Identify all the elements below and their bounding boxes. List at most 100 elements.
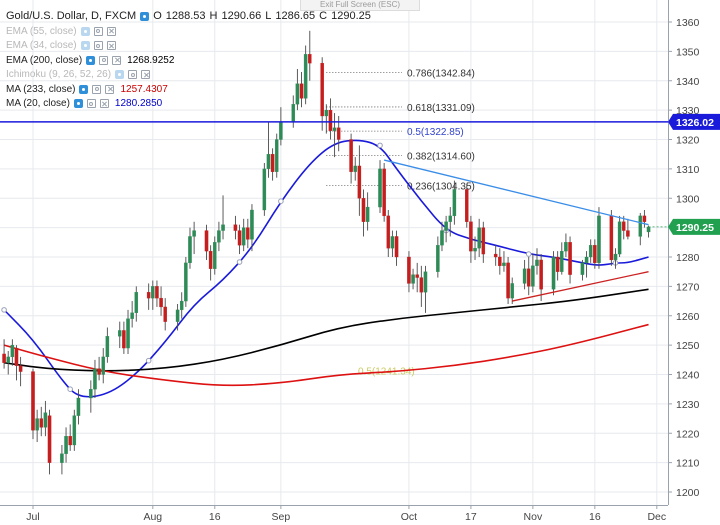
eye-icon[interactable] <box>80 41 90 51</box>
candle-body <box>279 121 283 140</box>
indicator-row[interactable]: EMA (200, close) 1268.9252 <box>6 53 371 68</box>
y-tick-label: 1270 <box>676 281 700 293</box>
moving-average-line <box>3 288 649 372</box>
moving-average-line <box>3 139 649 398</box>
candle-body <box>444 221 448 231</box>
y-tick-label: 1230 <box>676 399 700 411</box>
fib-level-label: 0.618(1331.09) <box>407 103 475 114</box>
symbol-title[interactable]: Gold/U.S. Dollar, D, FXCM <box>6 10 137 22</box>
candle-body <box>436 245 440 272</box>
candle-body <box>308 54 312 64</box>
candle-body <box>539 259 543 290</box>
gear-icon[interactable] <box>128 70 138 80</box>
y-tick-label: 1260 <box>676 311 700 323</box>
close-icon[interactable] <box>106 41 116 51</box>
candle-body <box>638 215 643 237</box>
candle-body <box>237 230 242 246</box>
candle-body <box>423 271 428 293</box>
candle-body <box>535 259 539 266</box>
candle-body <box>320 62 324 117</box>
y-tick-label: 1360 <box>676 17 700 29</box>
candle-body <box>76 397 81 416</box>
candle-body <box>626 230 630 237</box>
x-tick-label: Nov <box>524 511 543 523</box>
candle-body <box>175 309 180 322</box>
candle-body <box>332 127 337 131</box>
candle-body <box>262 168 267 211</box>
eye-icon[interactable] <box>73 99 83 109</box>
candle-body <box>584 256 589 264</box>
candle-body <box>593 245 597 264</box>
y-tick-label: 1250 <box>676 340 700 352</box>
indicator-row[interactable]: MA (233, close) 1257.4307 <box>6 82 371 97</box>
ohlc-close: 1290.25 <box>331 10 371 22</box>
gear-icon[interactable] <box>93 41 103 51</box>
ma-marker <box>236 259 243 265</box>
y-tick-label: 1310 <box>676 164 700 176</box>
candle-body <box>93 368 97 390</box>
indicator-row[interactable]: EMA (34, close) <box>6 39 371 54</box>
candle-body <box>407 256 411 284</box>
candle-body <box>241 227 246 246</box>
candle-body <box>353 165 357 172</box>
candle-body <box>295 83 300 105</box>
gear-icon[interactable] <box>86 99 96 109</box>
candle-body <box>299 83 304 99</box>
candle-body <box>394 236 399 258</box>
x-tick-label: Jul <box>26 511 39 523</box>
exit-fullscreen-button[interactable]: Exit Full Screen (ESC) <box>300 0 420 11</box>
eye-icon[interactable] <box>115 70 125 80</box>
candle-body <box>361 198 366 222</box>
candle-body <box>481 227 486 255</box>
close-icon[interactable] <box>99 99 109 109</box>
close-icon[interactable] <box>112 55 122 65</box>
candle-body <box>469 221 473 252</box>
gear-icon[interactable] <box>93 26 103 36</box>
indicator-value: 1280.2850 <box>114 98 163 110</box>
candle-body <box>18 365 23 372</box>
y-tick-label: 1300 <box>676 193 700 205</box>
candle-body <box>324 109 329 117</box>
candle-body <box>68 436 72 446</box>
indicator-label: MA (233, close) <box>6 83 76 95</box>
candle-body <box>47 415 52 463</box>
candle-body <box>526 268 531 287</box>
x-tick-label: Oct <box>401 511 417 523</box>
candle-body <box>465 189 469 222</box>
close-icon[interactable] <box>106 26 116 36</box>
eye-icon[interactable] <box>80 26 90 36</box>
candle-body <box>502 262 506 266</box>
candle-body <box>328 109 333 131</box>
candle-body <box>14 347 19 366</box>
candle-body <box>43 412 48 428</box>
gear-icon[interactable] <box>92 84 102 94</box>
x-tick-label: 16 <box>589 511 601 523</box>
candle-body <box>146 292 151 299</box>
close-icon[interactable] <box>141 70 151 80</box>
ohlc-open-key: O <box>153 10 162 22</box>
indicator-row[interactable]: MA (20, close) 1280.2850 <box>6 97 371 112</box>
eye-icon[interactable] <box>140 11 150 21</box>
close-icon[interactable] <box>105 84 115 94</box>
ohlc-low-key: L <box>265 10 272 22</box>
candle-body <box>617 221 622 255</box>
candle-body <box>303 54 308 99</box>
indicator-label: EMA (200, close) <box>6 54 83 66</box>
eye-icon[interactable] <box>86 55 96 65</box>
candle-body <box>411 274 415 284</box>
candle-body <box>10 344 15 358</box>
trendline-support <box>512 271 649 302</box>
eye-icon[interactable] <box>79 84 89 94</box>
candle-body <box>564 242 568 252</box>
gear-icon[interactable] <box>99 55 109 65</box>
candle-body <box>349 139 353 172</box>
candle-body <box>365 206 370 222</box>
indicator-row[interactable]: EMA (55, close) <box>6 24 371 39</box>
indicator-row[interactable]: Ichimoku (9, 26, 52, 26) <box>6 68 371 83</box>
candle-body <box>551 256 556 290</box>
ohlc-low: 1286.65 <box>275 10 316 22</box>
ma-marker <box>525 251 532 257</box>
candle-body <box>213 242 217 269</box>
fib-level-label: 0.5(1322.85) <box>407 127 464 138</box>
